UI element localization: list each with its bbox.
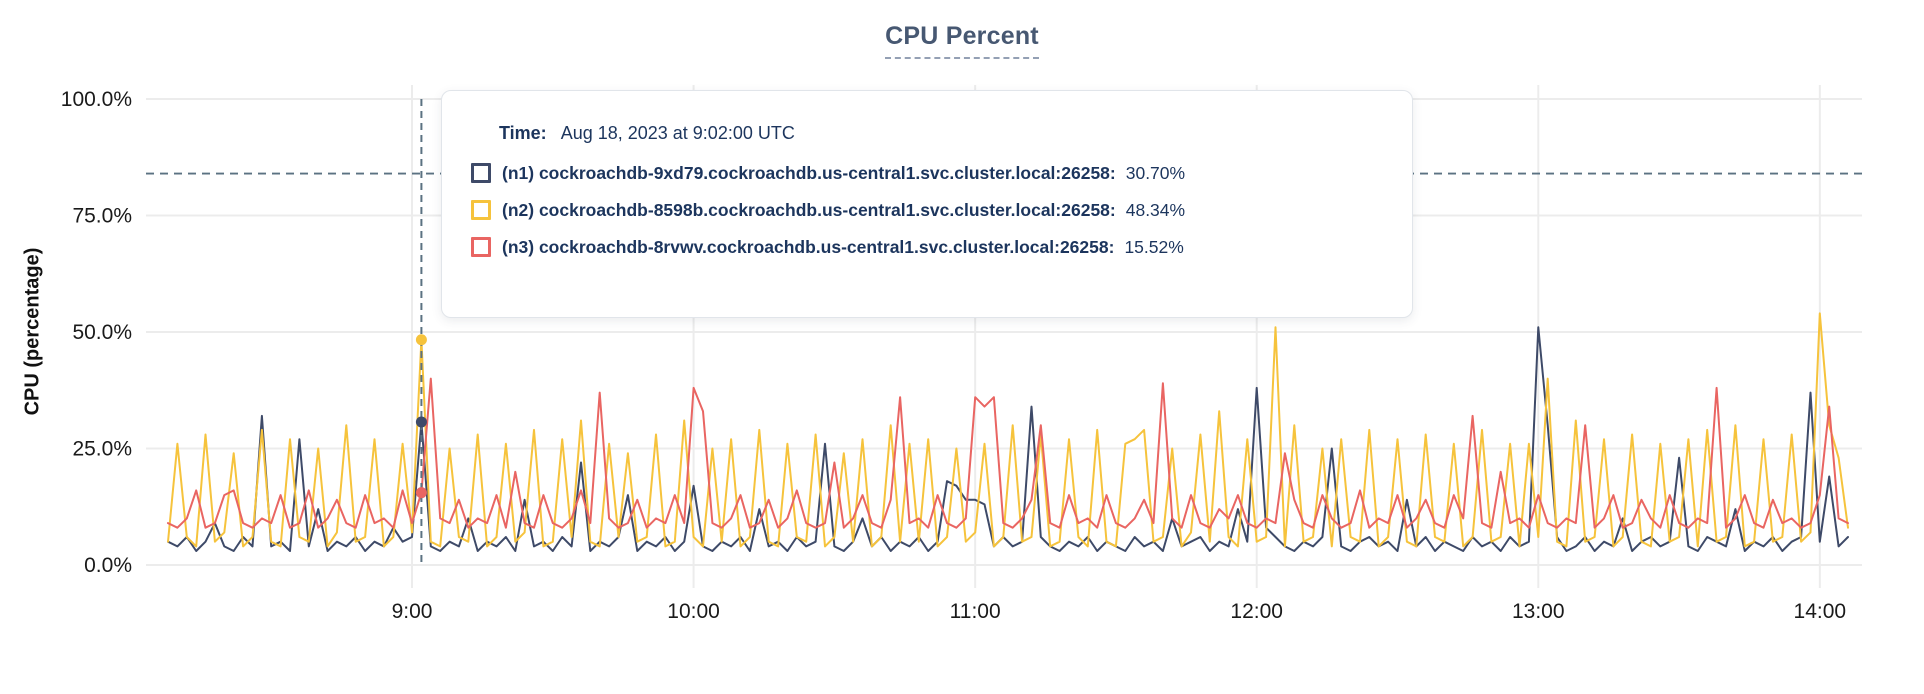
series-lines: [167, 312, 1849, 552]
n1-series-label: (n1) cockroachdb-9xd79.cockroachdb.us-ce…: [502, 163, 1116, 183]
tooltip-time-row: Time: Aug 18, 2023 at 9:02:00 UTC: [499, 123, 1392, 144]
n2-series-label: (n2) cockroachdb-8598b.cockroachdb.us-ce…: [502, 200, 1116, 220]
svg-text:12:00: 12:00: [1230, 600, 1283, 623]
svg-text:13:00: 13:00: [1512, 600, 1565, 623]
svg-text:10:00: 10:00: [667, 600, 720, 623]
tooltip-time-value: Aug 18, 2023 at 9:02:00 UTC: [560, 123, 795, 143]
n3-series-label: (n3) cockroachdb-8rvwv.cockroachdb.us-ce…: [502, 237, 1115, 257]
y-axis-title: CPU (percentage): [21, 247, 44, 416]
y-axis-labels: 0.0% 25.0% 50.0% 75.0% 100.0%: [61, 88, 132, 577]
svg-text:14:00: 14:00: [1794, 600, 1847, 623]
hover-crosshair: [415, 99, 427, 565]
svg-text:50.0%: 50.0%: [72, 321, 132, 344]
n1-series-swatch-icon: [471, 163, 491, 183]
n3-series-swatch-icon: [471, 237, 491, 257]
tooltip-time-label: Time:: [499, 123, 547, 143]
tooltip-series-row-n2: (n2) cockroachdb-8598b.cockroachdb.us-ce…: [471, 199, 1392, 221]
svg-text:0.0%: 0.0%: [84, 554, 132, 577]
n2-series-swatch-icon: [471, 200, 491, 220]
hover-tooltip: Time: Aug 18, 2023 at 9:02:00 UTC (n1) co…: [441, 90, 1413, 318]
n1-series-value: 30.70%: [1125, 163, 1186, 183]
n2-series-value: 48.34%: [1125, 200, 1186, 220]
n3-series-value: 15.52%: [1124, 237, 1184, 257]
svg-text:9:00: 9:00: [392, 600, 433, 623]
svg-text:11:00: 11:00: [950, 600, 1001, 623]
chart-title: CPU Percent: [885, 22, 1039, 59]
svg-text:25.0%: 25.0%: [72, 438, 132, 461]
x-axis-labels: 9:00 10:00 11:00 12:00 13:00 14:00: [392, 600, 1847, 623]
svg-text:100.0%: 100.0%: [61, 88, 132, 111]
svg-text:75.0%: 75.0%: [72, 205, 132, 228]
tooltip-series-row-n1: (n1) cockroachdb-9xd79.cockroachdb.us-ce…: [471, 162, 1392, 184]
tooltip-series-row-n3: (n3) cockroachdb-8rvwv.cockroachdb.us-ce…: [471, 236, 1392, 258]
